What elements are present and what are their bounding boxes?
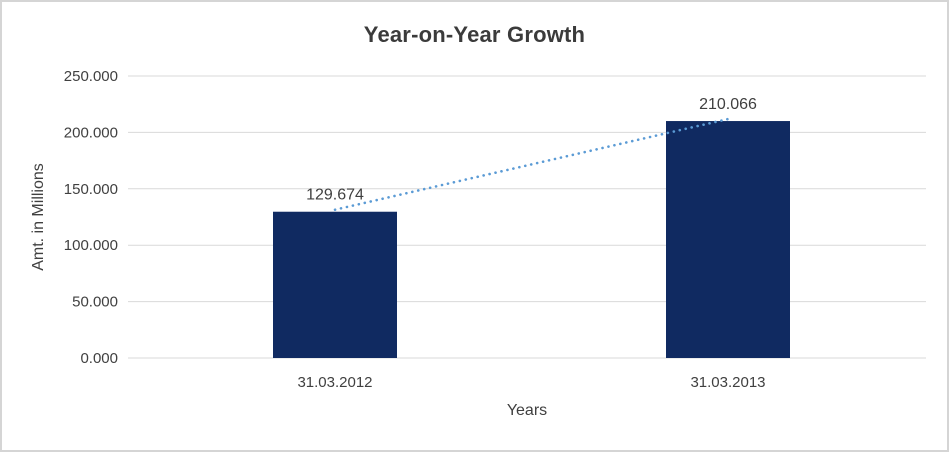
x-tick-label: 31.03.2013 bbox=[690, 374, 765, 391]
x-tick-label: 31.03.2012 bbox=[297, 374, 372, 391]
y-tick-label: 200.000 bbox=[64, 124, 118, 141]
bar[interactable] bbox=[666, 121, 790, 358]
trendline[interactable] bbox=[333, 117, 730, 212]
bar-data-label: 129.674 bbox=[306, 187, 364, 204]
y-tick-label: 100.000 bbox=[64, 237, 118, 254]
y-tick-label: 0.000 bbox=[80, 350, 118, 367]
y-axis-title: Amt. in Millions bbox=[30, 163, 47, 271]
y-tick-label: 50.000 bbox=[72, 294, 118, 311]
chart-title: Year-on-Year Growth bbox=[363, 22, 586, 47]
bar-data-label: 210.066 bbox=[699, 96, 757, 113]
x-axis-title: Years bbox=[506, 402, 548, 419]
y-tick-label: 150.000 bbox=[64, 181, 118, 198]
y-tick-label: 250.000 bbox=[64, 68, 118, 85]
bar[interactable] bbox=[273, 211, 397, 358]
